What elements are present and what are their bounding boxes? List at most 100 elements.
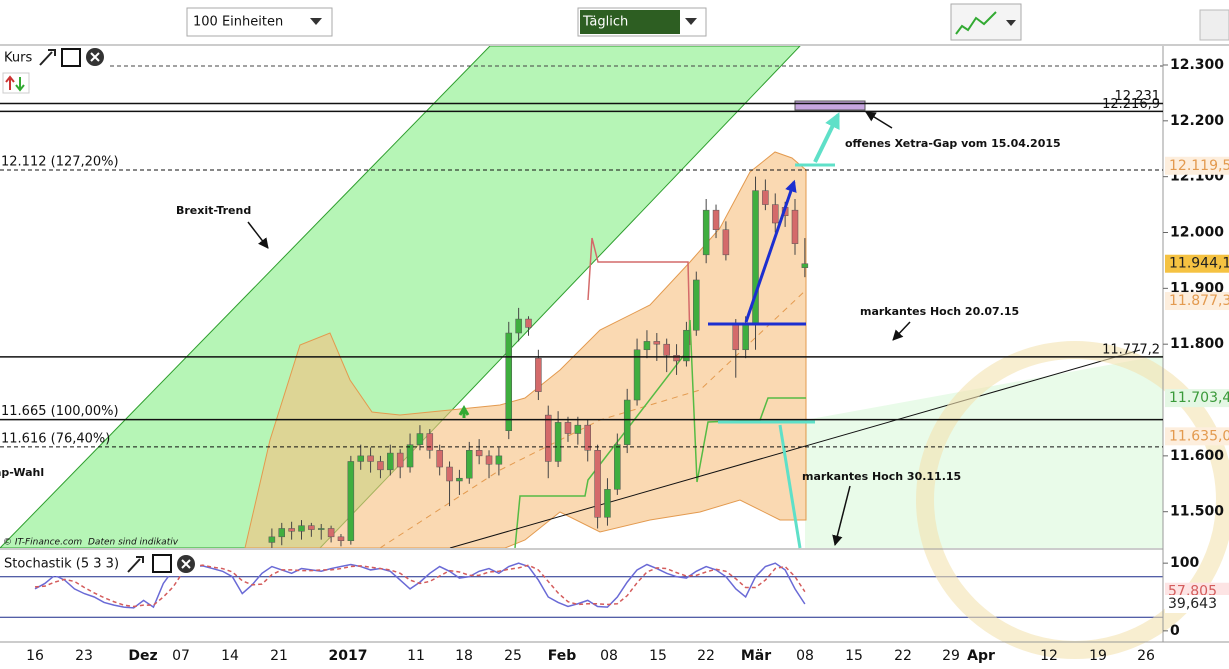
stochastic-line	[34, 564, 806, 608]
candle-body	[446, 466, 453, 482]
candle-body	[594, 450, 601, 518]
x-tick-label: 22	[697, 648, 715, 664]
y-tick-label: 11.500	[1170, 504, 1224, 520]
x-tick-label: Feb	[548, 648, 577, 664]
x-tick-label: 2017	[329, 648, 368, 664]
candle-body	[742, 324, 749, 351]
annotation: Brexit-Trend	[176, 204, 251, 217]
level-label: 12.216,9	[1102, 97, 1160, 112]
candle-body	[643, 341, 651, 351]
icon	[5, 75, 15, 90]
candle-body	[456, 477, 463, 482]
level-label: 12.231	[1115, 89, 1161, 104]
value-box	[1165, 156, 1229, 175]
candle-body	[317, 528, 325, 530]
x-tick-label: 08	[600, 648, 618, 664]
y-tick-label: 100	[1170, 555, 1199, 571]
watermark	[916, 341, 1229, 659]
level-label: 12.112 (127,20%)	[1, 154, 119, 169]
maximize-button[interactable]	[152, 554, 172, 573]
candle-body	[357, 455, 364, 462]
pane-label: Kurs	[4, 51, 32, 66]
annotation-arrow	[247, 221, 269, 249]
settings-icon[interactable]	[127, 556, 144, 573]
units-text: 100 Einheiten	[193, 15, 283, 30]
trend-line	[449, 349, 1141, 548]
value-box-label: 11.703,4	[1169, 390, 1229, 406]
y-tick-label: 11.600	[1170, 448, 1224, 464]
candle-body	[466, 450, 473, 479]
candle-body	[762, 190, 769, 205]
x-tick-label: 07	[172, 648, 190, 664]
value-box-label: 11.877,3	[1169, 293, 1229, 309]
x-tick-label: 12	[1040, 648, 1058, 664]
interval-selected	[580, 10, 680, 34]
y-tick-label: 12.200	[1170, 113, 1224, 129]
candle-body	[396, 452, 404, 468]
candle-body	[505, 332, 513, 431]
units-dropdown[interactable]	[186, 7, 333, 37]
annotation-arrow	[865, 111, 893, 129]
target-arrow	[744, 179, 797, 323]
x-tick-label: 15	[649, 648, 667, 664]
candle-body	[633, 349, 641, 401]
value-box	[1165, 595, 1229, 614]
candle-body	[663, 343, 670, 356]
candle-body	[406, 444, 414, 468]
candle-body	[495, 455, 503, 465]
disclaimer: Daten sind indikativ	[88, 538, 179, 548]
x-tick-label: 18	[455, 648, 473, 664]
x-tick-label: 11	[407, 648, 425, 664]
dropdown-arrow	[685, 18, 697, 25]
candle-body	[722, 229, 730, 256]
candle-body	[623, 399, 631, 445]
candle-body	[614, 444, 621, 490]
bollinger-band	[244, 151, 807, 548]
x-tick-label: 22	[894, 648, 912, 664]
candle-body	[387, 452, 394, 471]
candle-body	[702, 209, 710, 256]
candle-body	[604, 489, 611, 518]
x-tick-label: 08	[796, 648, 814, 664]
copyright: © IT-Finance.com	[3, 538, 82, 548]
x-tick-label: 15	[845, 648, 863, 664]
price-drawings	[0, 46, 1163, 548]
candle-body	[525, 318, 532, 328]
candle-body	[544, 414, 552, 462]
signal-arrow	[458, 404, 470, 418]
settings-icon[interactable]	[39, 49, 56, 66]
candle-body	[367, 455, 374, 462]
y-tick-label: 12.000	[1170, 225, 1224, 241]
icon	[955, 11, 997, 35]
settings-button[interactable]	[1199, 9, 1229, 41]
interval-text: Täglich	[582, 15, 628, 30]
candle-body	[535, 357, 542, 392]
pane-label: Stochastik (5 3 3)	[4, 557, 119, 572]
candle-body	[554, 422, 562, 462]
x-tick-label: 16	[26, 648, 44, 664]
close-icon	[181, 559, 191, 569]
candle-body	[268, 536, 276, 543]
candle-body	[426, 433, 434, 451]
candle-body	[298, 525, 305, 532]
candle-body	[308, 525, 315, 530]
candle-body	[347, 461, 355, 541]
value-box	[1165, 292, 1229, 311]
annotation: ap-Wahl	[0, 466, 44, 479]
candle-body	[416, 433, 424, 445]
highlight-area	[805, 355, 1163, 548]
value-box	[1165, 389, 1229, 408]
toggle-button[interactable]	[2, 72, 30, 94]
candle-body	[683, 329, 690, 362]
candle-body	[584, 424, 591, 451]
annotation: markantes Hoch 20.07.15	[860, 305, 1019, 318]
maximize-button[interactable]	[61, 48, 81, 67]
value-box-label: 11.944,1	[1169, 256, 1229, 272]
dropdown-arrow	[1006, 20, 1016, 26]
x-tick-label: Mär	[741, 648, 771, 664]
y-tick-label: 12.300	[1170, 57, 1224, 73]
level-label: 11.777,2	[1102, 342, 1160, 357]
layer	[268, 176, 809, 548]
value-box-label: 11.635,0	[1169, 428, 1229, 444]
